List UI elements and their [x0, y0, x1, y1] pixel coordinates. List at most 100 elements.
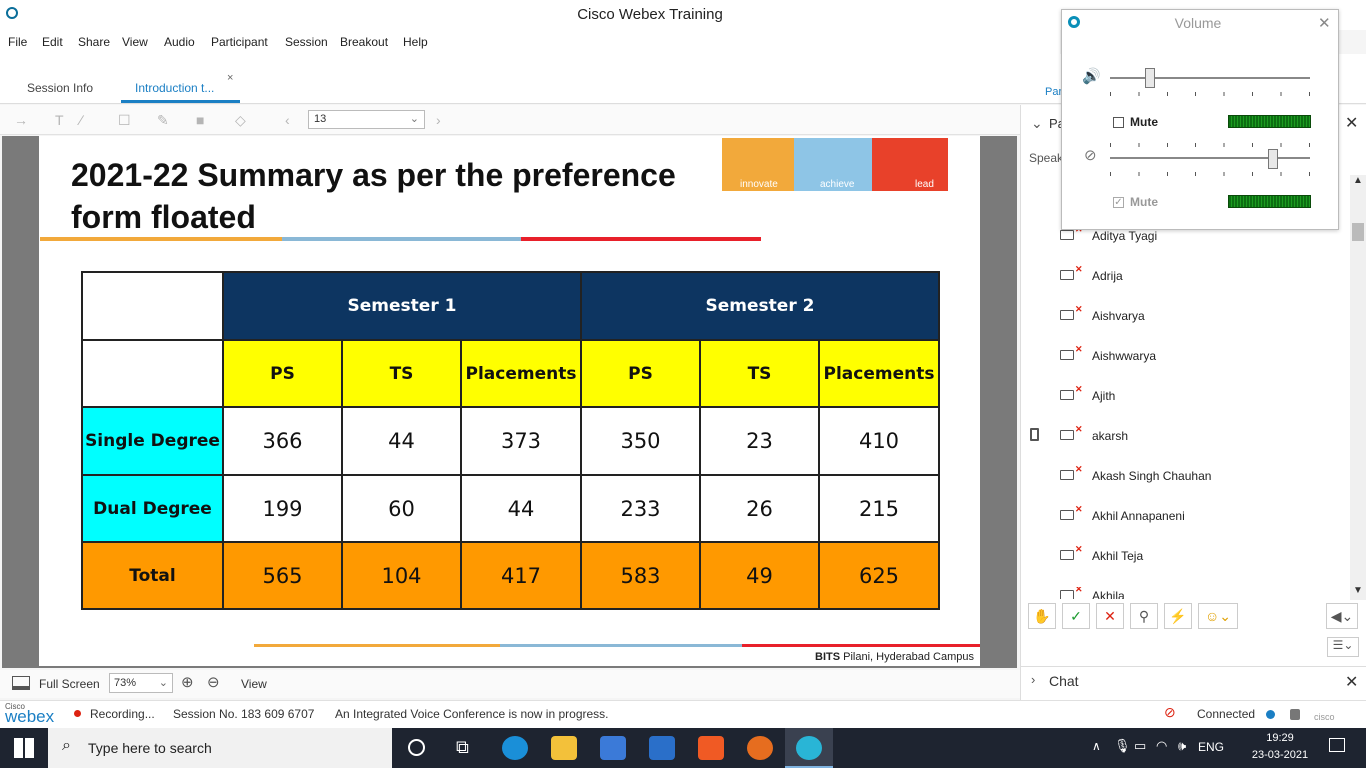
speaker-mute-checkbox[interactable] — [1113, 117, 1124, 128]
no-video-icon: ✕ — [1075, 504, 1083, 514]
pen-tool-icon[interactable]: ✎ — [157, 112, 169, 128]
chat-panel-header[interactable]: › Chat ✕ — [1021, 666, 1366, 696]
video-icon — [1060, 550, 1074, 560]
clock-date[interactable]: 23-03-2021 — [1251, 749, 1309, 761]
video-icon — [1060, 510, 1074, 520]
tab-close-icon[interactable]: × — [227, 72, 234, 84]
clock-time[interactable]: 19:29 — [1266, 732, 1294, 744]
list-item[interactable]: ✕ Akhila — [1060, 587, 1340, 599]
megaphone-icon[interactable]: ◀⌄ — [1326, 603, 1358, 629]
emoji-icon[interactable]: ☺⌄ — [1198, 603, 1238, 629]
zoom-out-icon[interactable]: ⊖ — [207, 674, 220, 691]
go-slower-icon[interactable]: ⚲ — [1130, 603, 1158, 629]
zoom-in-icon[interactable]: ⊕ — [181, 674, 194, 691]
no-x-icon[interactable]: ✕ — [1096, 603, 1124, 629]
menu-file[interactable]: File — [8, 35, 28, 49]
mic-volume-track[interactable] — [1110, 157, 1310, 159]
mic-mute-label[interactable]: Mute — [1130, 195, 1158, 209]
close-chat-icon[interactable]: ✕ — [1345, 674, 1359, 691]
speaker-volume-track[interactable] — [1110, 77, 1310, 79]
webex-app-icon — [6, 7, 18, 19]
file-explorer-icon[interactable] — [551, 736, 577, 760]
recording-status: Recording... — [90, 707, 155, 721]
mic-mute-checkbox[interactable]: ✓ — [1113, 197, 1124, 208]
webex-dialog-icon — [1068, 16, 1080, 28]
mic-ticks-top — [1110, 143, 1310, 147]
close-panel-icon[interactable]: ✕ — [1345, 115, 1359, 132]
participants-tab-partial[interactable]: Par — [1045, 86, 1063, 98]
webex-taskbar-icon[interactable] — [796, 736, 822, 760]
menu-help[interactable]: Help — [403, 35, 428, 49]
menu-share[interactable]: Share — [78, 35, 111, 49]
windows-start-icon[interactable] — [14, 738, 34, 758]
mic-volume-thumb[interactable] — [1268, 149, 1278, 169]
fullscreen-label[interactable]: Full Screen — [39, 677, 100, 691]
page-number-select[interactable]: 13 ⌄ — [308, 110, 425, 129]
store-icon[interactable] — [600, 736, 626, 760]
taskbar-search-box[interactable]: ⌕ Type here to search — [48, 728, 392, 768]
menu-breakout[interactable]: Breakout — [340, 35, 389, 49]
rectangle-tool-icon[interactable]: ☐ — [118, 112, 131, 128]
yes-check-icon[interactable]: ✓ — [1062, 603, 1090, 629]
summary-table: Semester 1 Semester 2 PS TS Placements P… — [81, 271, 940, 610]
prev-page-icon[interactable]: ‹ — [285, 112, 290, 128]
speaker-mute-label[interactable]: Mute — [1130, 115, 1158, 129]
list-item[interactable]: ✕ Akash Singh Chauhan — [1060, 464, 1340, 487]
expand-chevron-icon[interactable]: › — [1031, 672, 1036, 687]
list-item[interactable]: ✕Aditya Tyagi — [1060, 224, 1340, 247]
edge-icon[interactable] — [502, 736, 528, 760]
scroll-down-icon[interactable]: ▼ — [1353, 585, 1363, 596]
text-tool-icon[interactable]: T — [55, 112, 64, 128]
table-cell: 26 — [699, 474, 820, 543]
presentation-slide: 2021-22 Summary as per the preference fo… — [39, 136, 980, 666]
footer-line-orange — [254, 644, 500, 647]
mail-icon[interactable] — [649, 736, 675, 760]
tab-session-info[interactable]: Session Info — [27, 81, 94, 95]
speaker-volume-thumb[interactable] — [1145, 68, 1155, 88]
mic-muted-icon[interactable]: ⊘ — [1164, 704, 1176, 720]
menu-view[interactable]: View — [122, 35, 148, 49]
menu-edit[interactable]: Edit — [42, 35, 63, 49]
arrow-tool-icon[interactable]: → — [14, 112, 28, 128]
mic-tray-icon[interactable]: 🎙 — [1114, 738, 1131, 753]
language-indicator[interactable]: ENG — [1198, 740, 1225, 754]
eraser-tool-icon[interactable]: ◇ — [235, 112, 246, 128]
list-item[interactable]: ✕ Akhil Teja — [1060, 544, 1340, 567]
table-corner-cell-2 — [81, 339, 224, 408]
list-item[interactable]: ✕ Aishwwarya — [1060, 344, 1340, 367]
next-page-icon[interactable]: › — [436, 112, 441, 128]
task-view-icon[interactable]: ⧉ — [456, 737, 469, 757]
collapse-chevron-icon[interactable]: ⌄ — [1031, 115, 1043, 131]
firefox-icon[interactable] — [747, 736, 773, 760]
line-tool-icon[interactable]: ∕ — [80, 112, 83, 128]
cortana-icon[interactable] — [408, 739, 425, 756]
logo-segment-achieve: achieve — [794, 138, 872, 191]
scroll-thumb[interactable] — [1352, 223, 1364, 241]
raise-hand-icon[interactable]: ✋ — [1028, 603, 1056, 629]
participants-scrollbar[interactable]: ▲ ▼ — [1350, 175, 1366, 600]
fill-tool-icon[interactable]: ■ — [196, 112, 205, 128]
list-item[interactable]: ✕ Adrija — [1060, 264, 1340, 287]
notifications-icon[interactable] — [1329, 738, 1345, 752]
list-item[interactable]: ✕ Ajith — [1060, 384, 1340, 407]
list-item[interactable]: ✕ Akhil Annapaneni — [1060, 504, 1340, 527]
volume-tray-icon[interactable]: 🕪 — [1178, 738, 1187, 753]
wifi-icon[interactable]: ◠ — [1156, 738, 1168, 753]
view-menu[interactable]: View — [241, 677, 267, 691]
tray-expand-icon[interactable]: ∧ — [1092, 739, 1101, 753]
go-faster-icon[interactable]: ⚡ — [1164, 603, 1192, 629]
list-item[interactable]: ✕ Aishvarya — [1060, 304, 1340, 327]
list-options-icon[interactable]: ☰⌄ — [1327, 637, 1359, 657]
menu-audio[interactable]: Audio — [164, 35, 195, 49]
mic-ticks-bottom — [1110, 172, 1310, 176]
menu-participant[interactable]: Participant — [211, 35, 268, 49]
scroll-up-icon[interactable]: ▲ — [1353, 175, 1363, 186]
tab-introduction[interactable]: Introduction t... — [135, 81, 215, 95]
menu-session[interactable]: Session — [285, 35, 328, 49]
zoom-level-select[interactable]: 73% ⌄ — [109, 673, 173, 693]
fullscreen-icon[interactable] — [12, 676, 30, 690]
close-dialog-icon[interactable]: ✕ — [1318, 15, 1331, 32]
battery-icon[interactable]: ▭ — [1134, 738, 1147, 753]
list-item[interactable]: ✕ akarsh — [1060, 424, 1340, 447]
brave-icon[interactable] — [698, 736, 724, 760]
